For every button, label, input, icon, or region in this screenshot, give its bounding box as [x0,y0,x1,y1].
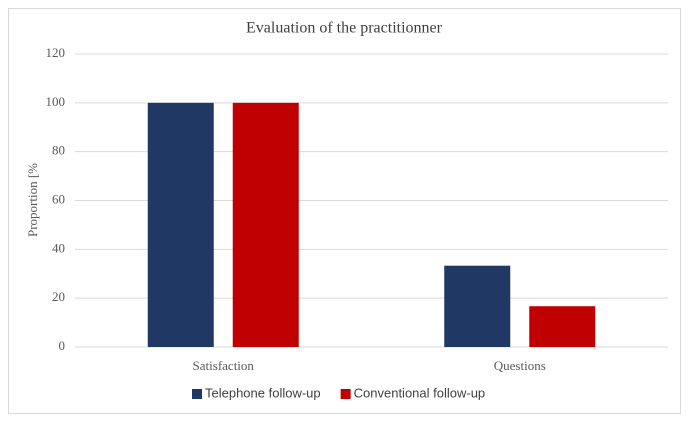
x-tick-label: Questions [494,358,546,373]
y-tick-label: 20 [52,289,65,304]
legend-swatch [192,389,202,399]
y-tick-label: 0 [59,338,66,353]
y-tick-label: 100 [46,94,66,109]
y-tick-label: 120 [46,45,66,60]
chart-title: Evaluation of the practitionner [246,20,443,37]
bar [444,265,511,347]
bar [232,102,299,347]
y-axis-label: Proportion [% [25,163,40,237]
x-tick-label: Satisfaction [193,358,255,373]
chart-border [8,8,681,414]
legend-label: Telephone follow-up [205,385,321,400]
y-tick-label: 40 [52,240,65,255]
bar [529,306,596,347]
bar [147,102,214,347]
legend-swatch [340,389,351,399]
legend-label: Conventional follow-up [354,385,486,400]
y-tick-label: 60 [52,191,65,206]
y-tick-label: 80 [52,143,65,158]
